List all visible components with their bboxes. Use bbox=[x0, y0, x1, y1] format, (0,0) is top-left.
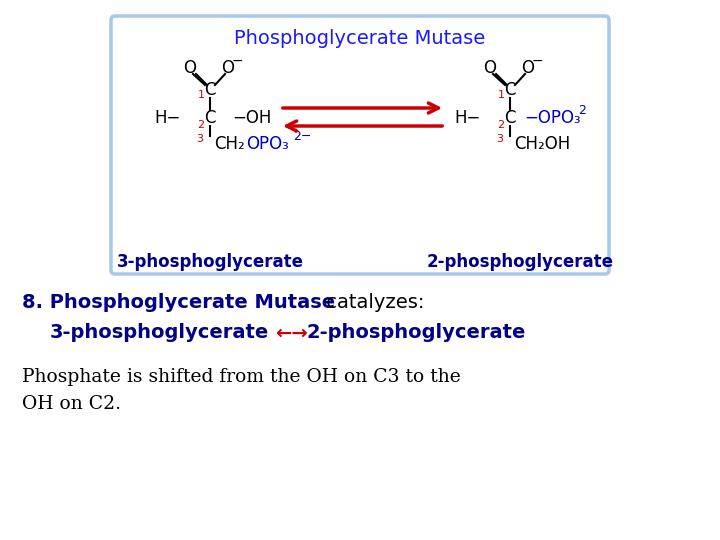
Text: H−: H− bbox=[455, 109, 481, 127]
Text: O: O bbox=[521, 59, 534, 77]
Text: 2: 2 bbox=[578, 105, 586, 118]
Text: Phosphoglycerate Mutase: Phosphoglycerate Mutase bbox=[235, 29, 485, 48]
Text: C: C bbox=[504, 81, 516, 99]
Text: C: C bbox=[204, 109, 216, 127]
Text: C: C bbox=[504, 109, 516, 127]
Text: 1: 1 bbox=[498, 90, 505, 100]
Text: −: − bbox=[231, 54, 243, 68]
Text: 3-phosphoglycerate: 3-phosphoglycerate bbox=[117, 253, 304, 271]
Text: O: O bbox=[484, 59, 497, 77]
Text: 2: 2 bbox=[498, 120, 505, 130]
Text: 2-phosphoglycerate: 2-phosphoglycerate bbox=[426, 253, 613, 271]
Text: O: O bbox=[222, 59, 235, 77]
Text: 3: 3 bbox=[197, 134, 204, 144]
Text: 2-phosphoglycerate: 2-phosphoglycerate bbox=[307, 323, 526, 342]
Text: 3-phosphoglycerate: 3-phosphoglycerate bbox=[50, 323, 269, 342]
Text: 2: 2 bbox=[197, 120, 204, 130]
Text: 2−: 2− bbox=[293, 131, 311, 144]
Text: OPO₃: OPO₃ bbox=[246, 135, 289, 153]
Text: CH₂OH: CH₂OH bbox=[514, 135, 570, 153]
Text: −OPO₃: −OPO₃ bbox=[524, 109, 580, 127]
Text: −OH: −OH bbox=[233, 109, 271, 127]
Text: O: O bbox=[184, 59, 197, 77]
Text: CH₂: CH₂ bbox=[214, 135, 245, 153]
Text: 8. Phosphoglycerate Mutase: 8. Phosphoglycerate Mutase bbox=[22, 293, 335, 312]
Text: H−: H− bbox=[155, 109, 181, 127]
Text: OH on C2.: OH on C2. bbox=[22, 395, 121, 413]
Text: ←→: ←→ bbox=[275, 323, 307, 342]
Text: C: C bbox=[204, 81, 216, 99]
FancyBboxPatch shape bbox=[111, 16, 609, 274]
Text: catalyzes:: catalyzes: bbox=[320, 293, 424, 312]
Text: 3: 3 bbox=[497, 134, 503, 144]
Text: −: − bbox=[531, 54, 543, 68]
Text: Phosphate is shifted from the OH on C3 to the: Phosphate is shifted from the OH on C3 t… bbox=[22, 368, 461, 386]
Text: 1: 1 bbox=[197, 90, 204, 100]
